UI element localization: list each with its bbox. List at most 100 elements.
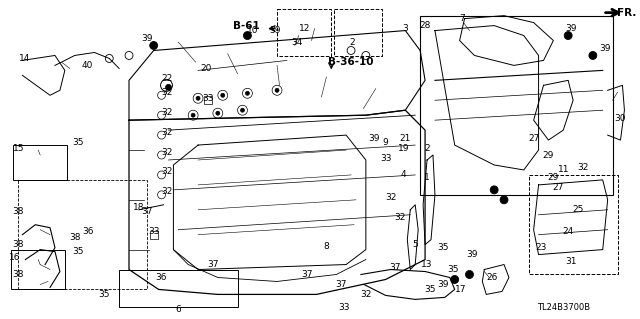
Text: 39: 39 xyxy=(599,44,611,53)
Bar xyxy=(334,9,381,56)
Text: 33: 33 xyxy=(148,227,159,236)
Text: 32: 32 xyxy=(161,128,172,137)
Circle shape xyxy=(221,93,225,97)
Text: 13: 13 xyxy=(421,260,433,269)
Text: 32: 32 xyxy=(161,167,172,176)
Circle shape xyxy=(191,113,195,117)
Text: 29: 29 xyxy=(543,151,554,160)
Text: 27: 27 xyxy=(528,134,540,143)
Text: 27: 27 xyxy=(552,183,564,192)
Circle shape xyxy=(564,32,572,40)
Text: 17: 17 xyxy=(455,285,467,294)
Text: 6: 6 xyxy=(175,305,181,314)
Circle shape xyxy=(216,111,220,115)
Circle shape xyxy=(500,196,508,204)
Text: 39: 39 xyxy=(269,26,281,35)
Circle shape xyxy=(150,41,157,49)
Text: 19: 19 xyxy=(397,144,409,152)
Text: 8: 8 xyxy=(323,242,329,251)
Text: 16: 16 xyxy=(9,253,20,262)
Text: 18: 18 xyxy=(133,203,145,212)
Text: 40: 40 xyxy=(82,61,93,70)
Text: 35: 35 xyxy=(72,247,83,256)
Circle shape xyxy=(589,51,597,59)
Text: 32: 32 xyxy=(360,290,372,299)
Bar xyxy=(204,96,212,104)
Text: B-36-10: B-36-10 xyxy=(328,57,374,67)
Text: 38: 38 xyxy=(13,270,24,279)
Text: 23: 23 xyxy=(536,243,547,252)
Text: 38: 38 xyxy=(13,240,24,249)
Bar xyxy=(277,9,332,56)
Bar xyxy=(420,16,612,195)
Bar xyxy=(529,175,618,274)
Text: 33: 33 xyxy=(339,303,350,312)
Text: B-61: B-61 xyxy=(232,21,259,31)
Bar xyxy=(119,270,237,307)
Text: 36: 36 xyxy=(82,227,93,236)
Text: 34: 34 xyxy=(291,38,303,47)
Text: 5: 5 xyxy=(412,240,418,249)
Text: 39: 39 xyxy=(467,250,478,259)
Text: 39: 39 xyxy=(141,34,152,43)
Circle shape xyxy=(451,276,459,284)
Text: TL24B3700B: TL24B3700B xyxy=(537,303,590,312)
Circle shape xyxy=(490,186,498,194)
Text: 22: 22 xyxy=(161,74,172,83)
Text: 25: 25 xyxy=(572,205,584,214)
Text: 28: 28 xyxy=(419,21,431,30)
Text: 37: 37 xyxy=(335,280,347,289)
Text: 38: 38 xyxy=(69,233,81,242)
Text: 32: 32 xyxy=(161,108,172,117)
Circle shape xyxy=(241,108,244,112)
Text: 3: 3 xyxy=(403,24,408,33)
Text: 32: 32 xyxy=(161,88,172,97)
Text: 32: 32 xyxy=(385,193,396,202)
Text: 37: 37 xyxy=(207,260,219,269)
Text: 15: 15 xyxy=(13,144,24,152)
Circle shape xyxy=(196,96,200,100)
Text: 32: 32 xyxy=(161,147,172,157)
Text: 39: 39 xyxy=(565,24,577,33)
Text: 10: 10 xyxy=(246,26,258,35)
Bar xyxy=(13,145,67,180)
Text: 1: 1 xyxy=(424,174,430,182)
Text: 32: 32 xyxy=(395,213,406,222)
Text: 11: 11 xyxy=(557,166,569,174)
Text: 26: 26 xyxy=(486,273,498,282)
Text: 32: 32 xyxy=(161,187,172,197)
Text: 30: 30 xyxy=(615,114,626,123)
Text: 35: 35 xyxy=(99,290,110,299)
Text: 21: 21 xyxy=(399,134,411,143)
Bar xyxy=(150,231,157,239)
Text: 33: 33 xyxy=(380,153,391,162)
Text: 37: 37 xyxy=(390,263,401,272)
Text: 7: 7 xyxy=(460,14,465,23)
Text: 35: 35 xyxy=(424,285,436,294)
Text: FR.: FR. xyxy=(616,8,636,18)
Text: 38: 38 xyxy=(13,207,24,216)
Text: 24: 24 xyxy=(563,227,574,236)
Text: 35: 35 xyxy=(72,137,83,146)
Bar xyxy=(11,249,65,289)
Text: 12: 12 xyxy=(299,24,310,33)
Circle shape xyxy=(246,91,250,95)
Text: 36: 36 xyxy=(155,273,166,282)
Text: 2: 2 xyxy=(424,144,430,152)
Text: 14: 14 xyxy=(19,54,30,63)
Text: 35: 35 xyxy=(437,243,449,252)
Text: 2: 2 xyxy=(349,38,355,47)
Text: 9: 9 xyxy=(383,137,388,146)
Text: 39: 39 xyxy=(437,280,449,289)
Text: 31: 31 xyxy=(565,257,577,266)
Text: 4: 4 xyxy=(401,170,406,179)
Text: 35: 35 xyxy=(447,265,458,274)
Circle shape xyxy=(243,32,252,40)
Text: 37: 37 xyxy=(301,270,312,279)
Text: 20: 20 xyxy=(200,64,212,73)
Text: 37: 37 xyxy=(141,207,152,216)
Circle shape xyxy=(465,271,474,278)
Text: 33: 33 xyxy=(202,94,214,103)
Bar xyxy=(19,180,147,289)
Text: 29: 29 xyxy=(548,174,559,182)
